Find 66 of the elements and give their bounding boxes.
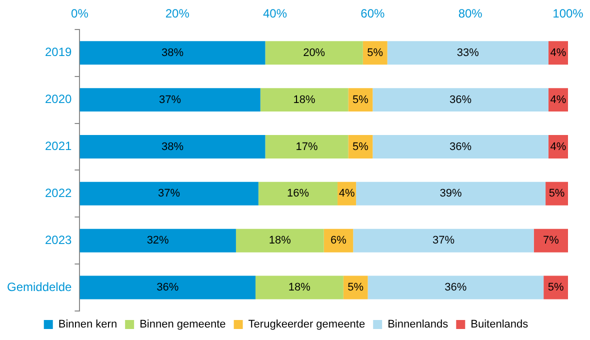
data-label: 5% bbox=[548, 188, 565, 200]
data-label: 4% bbox=[550, 140, 566, 153]
data-label: 36% bbox=[450, 140, 472, 153]
bar bbox=[80, 276, 256, 300]
bar bbox=[80, 41, 266, 65]
legend-label: Binnen gemeente bbox=[140, 318, 226, 331]
x-tick-label: 100% bbox=[552, 6, 584, 21]
data-label: 38% bbox=[161, 140, 184, 153]
legend-label: Binnenlands bbox=[388, 318, 449, 331]
bar bbox=[534, 228, 568, 252]
data-label: 4% bbox=[338, 188, 355, 200]
x-tick-label: 40% bbox=[263, 6, 288, 21]
y-tick-label: 2019 bbox=[45, 45, 72, 60]
data-label: 36% bbox=[156, 282, 179, 294]
data-label: 18% bbox=[268, 234, 292, 247]
y-tick-label: 2020 bbox=[45, 92, 72, 106]
bar bbox=[80, 182, 258, 206]
bar bbox=[353, 228, 534, 252]
data-label: 7% bbox=[542, 234, 560, 247]
legend-label: Terugkeerder gemeente bbox=[248, 318, 366, 331]
data-label: 17% bbox=[296, 140, 318, 153]
bar bbox=[265, 41, 363, 65]
data-label: 39% bbox=[440, 188, 462, 200]
data-label: 18% bbox=[293, 94, 316, 106]
bar bbox=[258, 182, 338, 206]
data-label: 37% bbox=[159, 94, 182, 106]
bar bbox=[372, 135, 548, 158]
data-label: 5% bbox=[367, 46, 384, 59]
bar bbox=[372, 88, 548, 112]
x-tick-label: 80% bbox=[458, 6, 483, 21]
data-label: 38% bbox=[161, 46, 184, 59]
bar bbox=[387, 41, 548, 65]
data-label: 37% bbox=[432, 234, 455, 247]
data-label: 5% bbox=[352, 140, 369, 153]
data-label: 36% bbox=[444, 282, 467, 294]
bar bbox=[80, 135, 266, 158]
y-tick-label: Gemiddelde bbox=[6, 280, 72, 294]
data-label: 5% bbox=[352, 94, 369, 106]
bar bbox=[265, 135, 348, 158]
x-tick-label: 20% bbox=[165, 6, 190, 21]
data-label: 36% bbox=[450, 94, 472, 106]
legend-label: Binnen kern bbox=[58, 318, 118, 331]
legend-label: Buitenlands bbox=[470, 318, 529, 331]
bar bbox=[260, 88, 348, 112]
data-label: 16% bbox=[286, 188, 310, 200]
data-label: 4% bbox=[550, 46, 566, 59]
bar bbox=[80, 88, 260, 112]
data-label: 18% bbox=[288, 282, 311, 294]
bar bbox=[80, 228, 236, 252]
bar bbox=[356, 182, 546, 206]
bar bbox=[368, 276, 544, 300]
data-label: 4% bbox=[550, 94, 566, 106]
data-label: 5% bbox=[548, 282, 564, 294]
x-tick-label: 0% bbox=[71, 6, 89, 21]
data-label: 20% bbox=[303, 46, 326, 59]
y-tick-label: 2022 bbox=[45, 186, 72, 200]
y-tick-label: 2021 bbox=[45, 139, 72, 154]
data-label: 6% bbox=[330, 234, 347, 247]
data-label: 33% bbox=[456, 46, 480, 59]
bar bbox=[236, 228, 324, 252]
y-tick-label: 2023 bbox=[45, 232, 72, 247]
bar bbox=[255, 276, 344, 300]
data-label: 32% bbox=[146, 234, 170, 247]
data-label: 37% bbox=[158, 188, 180, 200]
x-tick-label: 60% bbox=[360, 6, 386, 21]
data-label: 5% bbox=[348, 282, 364, 294]
